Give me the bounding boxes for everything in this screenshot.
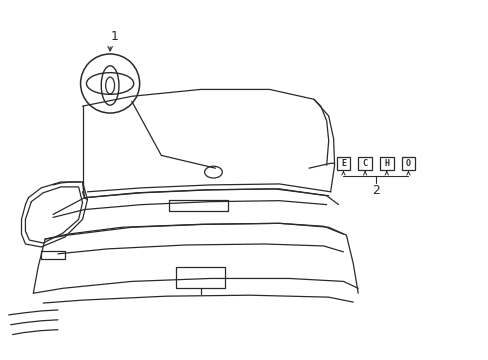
Text: O: O (405, 159, 410, 168)
Text: C: C (362, 159, 367, 168)
Text: 2: 2 (371, 184, 379, 197)
Text: H: H (384, 159, 388, 168)
Text: E: E (340, 159, 345, 168)
Text: 1: 1 (111, 30, 119, 43)
